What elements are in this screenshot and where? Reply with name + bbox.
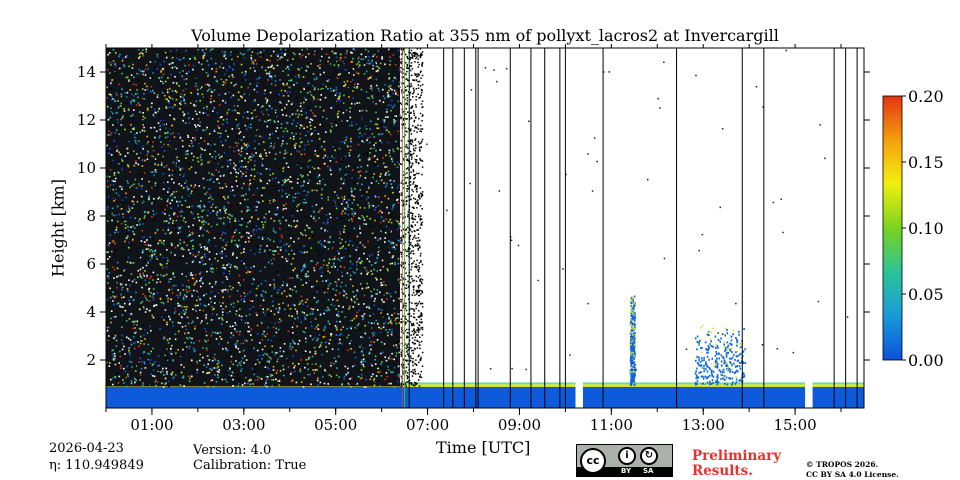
noise-background [106, 48, 401, 387]
x-tick-label: 11:00 [590, 416, 633, 434]
cc-icon: cc [580, 448, 606, 474]
x-axis-label: Time [UTC] [436, 438, 531, 457]
y-tick-label: 6 [86, 255, 96, 273]
y-tick-label: 8 [86, 207, 96, 225]
colorbar-axis: 0.00 0.05 0.10 0.15 0.20 [902, 87, 944, 370]
eta-value: η: 110.949849 [49, 458, 144, 473]
person-icon: i [618, 447, 636, 465]
plot-frame [105, 47, 865, 409]
data-gap [575, 48, 583, 408]
x-tick-label: 01:00 [130, 416, 173, 434]
preliminary-line-2: Results. [692, 463, 753, 479]
noise-speckle [106, 48, 402, 388]
boundary-layer-transition [582, 382, 806, 385]
cc-license-badge: cc i ↻ BY SA [576, 444, 673, 477]
colorbar-tick-label: 0.00 [908, 351, 944, 370]
sa-label: SA [643, 467, 654, 475]
x-axis: 01:00 03:00 05:00 07:00 09:00 11:00 13:00 15:00 [105, 44, 842, 434]
y-tick-label: 14 [77, 63, 96, 81]
x-tick-label: 09:00 [498, 416, 541, 434]
y-axis: 2 4 6 8 10 12 14 [77, 63, 870, 369]
x-tick-label: 13:00 [682, 416, 725, 434]
aerosol-layer [694, 328, 747, 386]
x-tick-label: 03:00 [222, 416, 265, 434]
data-gap [805, 48, 813, 408]
badge-bar [577, 467, 672, 476]
vertical-lines [401, 48, 858, 408]
colorbar-tick-label: 0.20 [908, 87, 944, 106]
boundary-layer-top-edge [582, 384, 806, 387]
boundary-layer-band [582, 386, 806, 408]
y-tick-label: 10 [77, 159, 96, 177]
noise-fringe [400, 48, 424, 387]
y-tick-label: 4 [86, 303, 96, 321]
x-tick-label: 15:00 [773, 416, 816, 434]
colorbar-tick-label: 0.10 [908, 219, 944, 238]
boundary-layer-top-edge [812, 384, 864, 387]
y-tick-label: 2 [86, 351, 96, 369]
license-text: CC BY SA 4.0 License. [806, 470, 899, 479]
boundary-layer-band [106, 386, 576, 408]
y-tick-label: 12 [77, 111, 96, 129]
x-tick-label: 07:00 [406, 416, 449, 434]
preliminary-results: Preliminary Results. [692, 449, 781, 479]
colorbar-tick-label: 0.05 [908, 285, 944, 304]
chart-title: Volume Depolarization Ratio at 355 nm of… [191, 26, 779, 45]
version-label: Version: 4.0 [193, 443, 272, 458]
share-alike-icon: ↻ [640, 447, 658, 465]
x-tick-label: 05:00 [314, 416, 357, 434]
colorbar-tick-label: 0.15 [908, 153, 944, 172]
preliminary-line-1: Preliminary [692, 448, 782, 464]
measurement-date: 2026-04-23 [49, 441, 124, 456]
heatmap-layer [106, 48, 864, 408]
calibration-label: Calibration: True [193, 458, 307, 473]
boundary-layer-transition [812, 382, 864, 385]
by-label: BY [621, 467, 632, 475]
copyright: © TROPOS 2026. [806, 460, 879, 469]
boundary-layer-band [812, 386, 864, 408]
y-axis-label: Height [km] [48, 179, 68, 277]
colorbar [882, 95, 903, 361]
